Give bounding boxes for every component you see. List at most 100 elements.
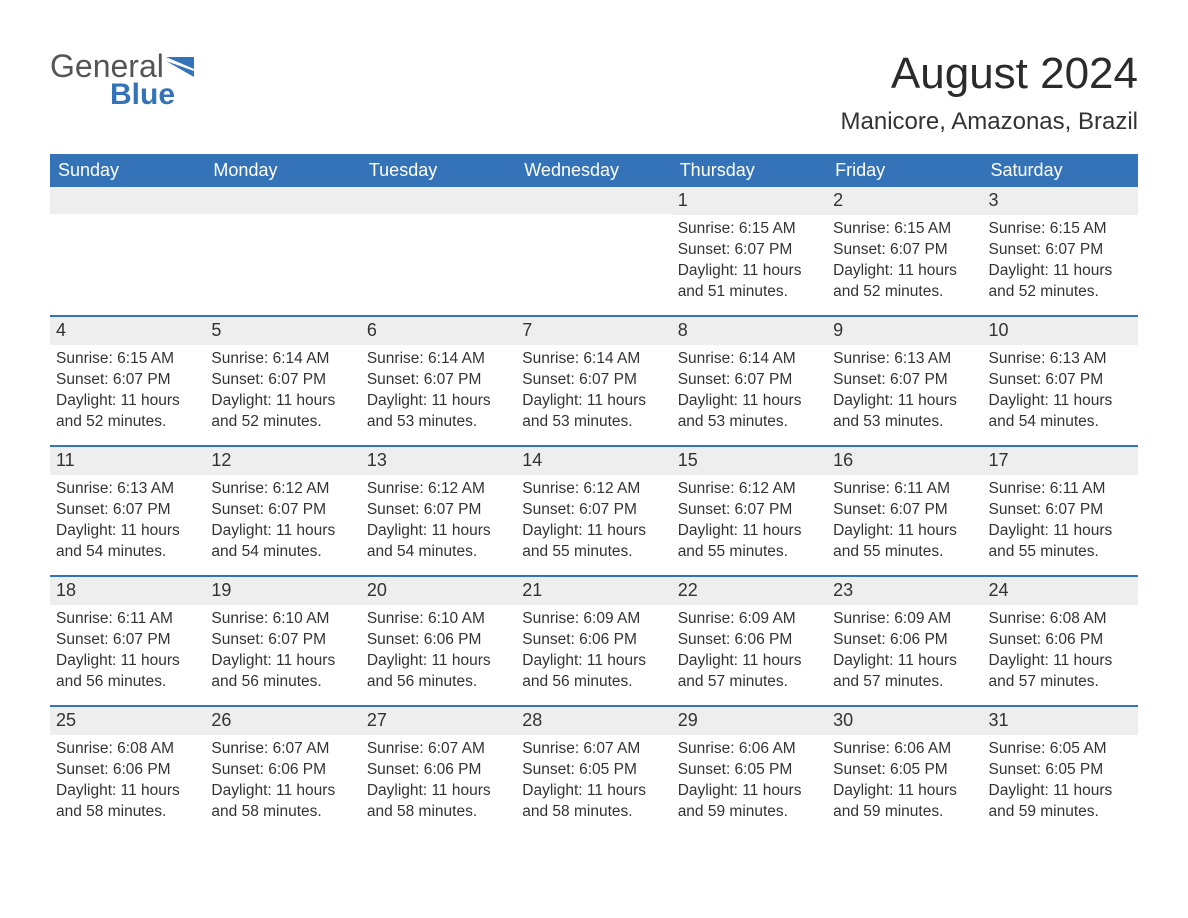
sunrise-line: Sunrise: 6:14 AM <box>678 349 821 370</box>
sunset-line: Sunset: 6:07 PM <box>678 500 821 521</box>
daylight-line: Daylight: 11 hours and 55 minutes. <box>989 521 1132 563</box>
sunset-line: Sunset: 6:07 PM <box>211 500 354 521</box>
day-number: 4 <box>50 317 205 344</box>
sunrise-line: Sunrise: 6:12 AM <box>211 479 354 500</box>
sunrise-line: Sunrise: 6:06 AM <box>833 739 976 760</box>
day-details: Sunrise: 6:06 AMSunset: 6:05 PMDaylight:… <box>672 735 827 831</box>
day-details: Sunrise: 6:13 AMSunset: 6:07 PMDaylight:… <box>50 475 205 571</box>
day-number: 9 <box>827 317 982 344</box>
day-details: Sunrise: 6:09 AMSunset: 6:06 PMDaylight:… <box>516 605 671 701</box>
daylight-line: Daylight: 11 hours and 56 minutes. <box>211 651 354 693</box>
day-number: 14 <box>516 447 671 474</box>
sunrise-line: Sunrise: 6:14 AM <box>367 349 510 370</box>
day-details: Sunrise: 6:15 AMSunset: 6:07 PMDaylight:… <box>983 215 1138 311</box>
daylight-line: Daylight: 11 hours and 51 minutes. <box>678 261 821 303</box>
day-number: 25 <box>50 707 205 734</box>
day-cell: 30Sunrise: 6:06 AMSunset: 6:05 PMDayligh… <box>827 707 982 835</box>
sunset-line: Sunset: 6:07 PM <box>833 370 976 391</box>
day-number: 16 <box>827 447 982 474</box>
sunrise-line: Sunrise: 6:15 AM <box>989 219 1132 240</box>
day-details: Sunrise: 6:13 AMSunset: 6:07 PMDaylight:… <box>827 345 982 441</box>
daylight-line: Daylight: 11 hours and 57 minutes. <box>678 651 821 693</box>
day-cell <box>361 187 516 315</box>
day-details: Sunrise: 6:15 AMSunset: 6:07 PMDaylight:… <box>827 215 982 311</box>
day-cell: 14Sunrise: 6:12 AMSunset: 6:07 PMDayligh… <box>516 447 671 575</box>
day-number: 13 <box>361 447 516 474</box>
sunrise-line: Sunrise: 6:11 AM <box>989 479 1132 500</box>
sunset-line: Sunset: 6:07 PM <box>522 500 665 521</box>
daylight-line: Daylight: 11 hours and 52 minutes. <box>989 261 1132 303</box>
dow-wednesday: Wednesday <box>516 154 671 187</box>
brand-logo-text: General Blue <box>50 50 194 112</box>
day-details: Sunrise: 6:12 AMSunset: 6:07 PMDaylight:… <box>205 475 360 571</box>
sunset-line: Sunset: 6:07 PM <box>56 630 199 651</box>
dow-friday: Friday <box>827 154 982 187</box>
day-cell <box>205 187 360 315</box>
sunset-line: Sunset: 6:06 PM <box>367 760 510 781</box>
sunset-line: Sunset: 6:05 PM <box>833 760 976 781</box>
day-details: Sunrise: 6:08 AMSunset: 6:06 PMDaylight:… <box>983 605 1138 701</box>
sunset-line: Sunset: 6:07 PM <box>833 500 976 521</box>
day-number: 20 <box>361 577 516 604</box>
empty-day-head <box>205 187 360 214</box>
day-number: 3 <box>983 187 1138 214</box>
sunrise-line: Sunrise: 6:07 AM <box>367 739 510 760</box>
sunset-line: Sunset: 6:07 PM <box>989 240 1132 261</box>
sunset-line: Sunset: 6:07 PM <box>833 240 976 261</box>
sunrise-line: Sunrise: 6:15 AM <box>678 219 821 240</box>
sunset-line: Sunset: 6:06 PM <box>833 630 976 651</box>
daylight-line: Daylight: 11 hours and 59 minutes. <box>678 781 821 823</box>
day-cell: 29Sunrise: 6:06 AMSunset: 6:05 PMDayligh… <box>672 707 827 835</box>
day-details: Sunrise: 6:07 AMSunset: 6:06 PMDaylight:… <box>361 735 516 831</box>
sunrise-line: Sunrise: 6:12 AM <box>367 479 510 500</box>
title-block: August 2024 Manicore, Amazonas, Brazil <box>841 50 1138 136</box>
daylight-line: Daylight: 11 hours and 55 minutes. <box>522 521 665 563</box>
day-details: Sunrise: 6:09 AMSunset: 6:06 PMDaylight:… <box>672 605 827 701</box>
sunrise-line: Sunrise: 6:15 AM <box>56 349 199 370</box>
sunrise-line: Sunrise: 6:14 AM <box>211 349 354 370</box>
daylight-line: Daylight: 11 hours and 55 minutes. <box>833 521 976 563</box>
day-cell: 25Sunrise: 6:08 AMSunset: 6:06 PMDayligh… <box>50 707 205 835</box>
daylight-line: Daylight: 11 hours and 54 minutes. <box>211 521 354 563</box>
day-number: 26 <box>205 707 360 734</box>
day-details: Sunrise: 6:14 AMSunset: 6:07 PMDaylight:… <box>672 345 827 441</box>
day-details: Sunrise: 6:10 AMSunset: 6:06 PMDaylight:… <box>361 605 516 701</box>
daylight-line: Daylight: 11 hours and 57 minutes. <box>989 651 1132 693</box>
day-details: Sunrise: 6:05 AMSunset: 6:05 PMDaylight:… <box>983 735 1138 831</box>
brand-name-2: Blue <box>110 80 254 110</box>
page-title: August 2024 <box>841 50 1138 98</box>
brand-logo: General Blue <box>50 50 194 112</box>
day-details: Sunrise: 6:12 AMSunset: 6:07 PMDaylight:… <box>516 475 671 571</box>
daylight-line: Daylight: 11 hours and 56 minutes. <box>56 651 199 693</box>
day-cell: 15Sunrise: 6:12 AMSunset: 6:07 PMDayligh… <box>672 447 827 575</box>
sunrise-line: Sunrise: 6:09 AM <box>678 609 821 630</box>
daylight-line: Daylight: 11 hours and 55 minutes. <box>678 521 821 563</box>
daylight-line: Daylight: 11 hours and 56 minutes. <box>522 651 665 693</box>
sunrise-line: Sunrise: 6:08 AM <box>989 609 1132 630</box>
sunrise-line: Sunrise: 6:12 AM <box>678 479 821 500</box>
sunrise-line: Sunrise: 6:11 AM <box>56 609 199 630</box>
top-row: General Blue August 2024 Manicore, Amazo… <box>50 50 1138 136</box>
page-subtitle: Manicore, Amazonas, Brazil <box>841 108 1138 136</box>
daylight-line: Daylight: 11 hours and 59 minutes. <box>989 781 1132 823</box>
calendar-grid: Sunday Monday Tuesday Wednesday Thursday… <box>50 154 1138 835</box>
sunrise-line: Sunrise: 6:13 AM <box>989 349 1132 370</box>
day-cell: 6Sunrise: 6:14 AMSunset: 6:07 PMDaylight… <box>361 317 516 445</box>
sunrise-line: Sunrise: 6:09 AM <box>522 609 665 630</box>
day-cell: 2Sunrise: 6:15 AMSunset: 6:07 PMDaylight… <box>827 187 982 315</box>
day-cell: 20Sunrise: 6:10 AMSunset: 6:06 PMDayligh… <box>361 577 516 705</box>
day-cell <box>50 187 205 315</box>
sunrise-line: Sunrise: 6:10 AM <box>367 609 510 630</box>
day-cell: 4Sunrise: 6:15 AMSunset: 6:07 PMDaylight… <box>50 317 205 445</box>
day-details: Sunrise: 6:15 AMSunset: 6:07 PMDaylight:… <box>50 345 205 441</box>
day-cell: 3Sunrise: 6:15 AMSunset: 6:07 PMDaylight… <box>983 187 1138 315</box>
daylight-line: Daylight: 11 hours and 54 minutes. <box>989 391 1132 433</box>
sunrise-line: Sunrise: 6:07 AM <box>522 739 665 760</box>
day-details: Sunrise: 6:11 AMSunset: 6:07 PMDaylight:… <box>827 475 982 571</box>
calendar-page: General Blue August 2024 Manicore, Amazo… <box>0 0 1188 875</box>
day-number: 1 <box>672 187 827 214</box>
daylight-line: Daylight: 11 hours and 54 minutes. <box>56 521 199 563</box>
day-number: 21 <box>516 577 671 604</box>
day-details: Sunrise: 6:14 AMSunset: 6:07 PMDaylight:… <box>516 345 671 441</box>
dow-tuesday: Tuesday <box>361 154 516 187</box>
